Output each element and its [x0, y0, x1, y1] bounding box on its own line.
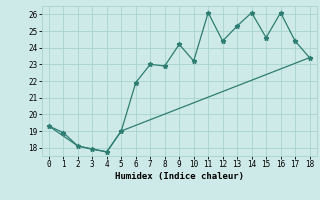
X-axis label: Humidex (Indice chaleur): Humidex (Indice chaleur): [115, 172, 244, 181]
